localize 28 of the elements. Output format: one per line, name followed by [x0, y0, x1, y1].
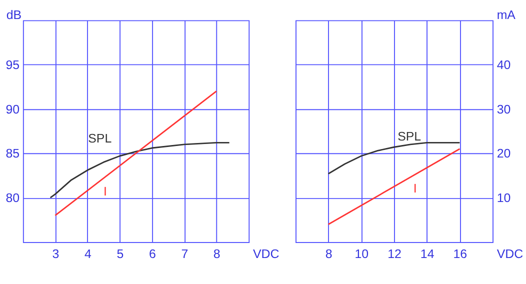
x-tick-label: 7 [181, 246, 188, 261]
x-tick-label: 8 [325, 246, 332, 261]
series-label: SPL [398, 129, 422, 144]
x-axis-title: VDC [252, 246, 280, 261]
y2-tick-label: 40 [496, 58, 511, 72]
y2-tick-label: 10 [496, 191, 511, 206]
y2-tick-label: 20 [496, 146, 511, 161]
y-tick-label: 85 [6, 146, 20, 161]
y2-axis-title: mA [496, 8, 516, 22]
x-tick-label: 12 [388, 246, 402, 261]
y-tick-label: 80 [6, 191, 20, 206]
x-tick-label: 8 [213, 246, 220, 261]
x-axis-title: VDC [496, 246, 524, 261]
series-label: I [103, 184, 107, 198]
y2-tick-label: 30 [496, 102, 511, 116]
y-axis-title: dB [6, 8, 22, 22]
y-tick-label: 90 [6, 102, 20, 116]
x-tick-label: 4 [84, 246, 92, 261]
series-label: SPL [88, 131, 112, 146]
x-tick-label: 16 [453, 246, 468, 261]
line-series [50, 142, 230, 198]
x-tick-label: 5 [116, 246, 124, 261]
x-tick-label: 6 [148, 246, 156, 261]
y-tick-label: 95 [6, 58, 20, 72]
x-tick-label: 10 [354, 246, 369, 261]
x-tick-label: 14 [420, 246, 434, 261]
x-tick-label: 3 [52, 246, 60, 261]
series-label: I [413, 181, 417, 196]
